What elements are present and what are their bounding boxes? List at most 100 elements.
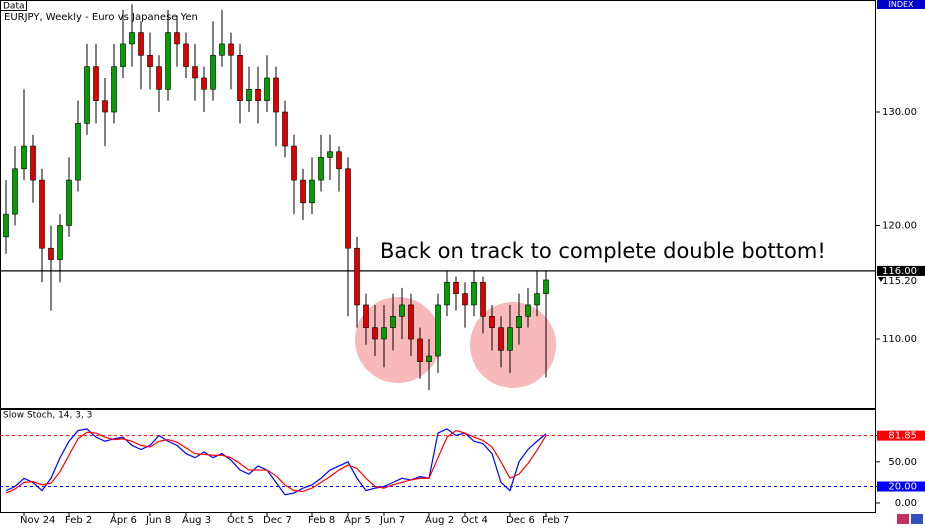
hline-label: 116.00 [882,266,917,277]
x-tick-label: Dec 6 [506,515,535,525]
candle-body [174,32,180,45]
candle-body [417,338,423,362]
x-tick-label: Feb 2 [65,515,92,525]
candle-body [318,157,324,181]
x-tick-label: Oct 4 [461,515,488,525]
y-tick-box [877,430,925,441]
stoch-line [5,429,547,494]
candle-body [165,32,171,90]
candle-body [48,247,54,260]
candle-body [345,168,351,249]
candle-body [525,304,531,317]
chart-title: EURJPY, Weekly - Euro vs Japanese Yen [4,12,198,23]
candle-body [219,43,225,56]
candle-body [363,304,369,328]
candle-body [444,281,450,306]
candle-body [273,77,279,113]
candle-body [399,304,405,317]
candle-body [156,66,162,90]
index-box [877,0,925,9]
candle-body [3,213,9,238]
candle-body [66,179,72,226]
icon[interactable] [911,514,923,524]
candle-body [192,66,198,79]
candle-body [354,247,360,306]
price-frame [0,0,876,409]
y-tick-label: 50.00 [888,457,917,468]
candle-body [372,327,378,340]
stoch-line [5,428,547,496]
candle-body [129,32,135,45]
candle-body [426,355,432,362]
hline-label-box [877,265,925,276]
price-marker [878,276,884,282]
x-tick-label: Feb 7 [542,515,569,525]
x-tick-label: Jun 7 [379,515,405,525]
candle-body [120,43,126,67]
stoch-title: Slow Stoch, 14, 3, 3 [3,411,92,421]
x-tick-label: Dec 7 [263,515,292,525]
data-tag: Data [3,2,25,12]
x-tick-label: Aug 2 [425,515,454,525]
candle-body [237,54,243,101]
y-tick-label: 81.85 [888,431,917,442]
y-tick-label: 0.00 [895,498,917,509]
candle-body [21,145,27,170]
candle-body [489,315,495,328]
candle-body [255,89,261,101]
candle-body [111,66,117,113]
candle-body [462,293,468,306]
candle-body [282,111,288,147]
candle-body [408,304,414,340]
x-tick-label: Apr 6 [110,515,137,525]
data-tag-box [0,0,27,11]
candle-body [246,89,252,101]
icon[interactable] [897,514,909,524]
candle-body [210,54,216,90]
candle-body [93,66,99,101]
candle-body [327,151,333,158]
candle-body [543,279,549,294]
x-tick-label: Apr 5 [344,515,371,525]
candle-body [264,77,270,101]
candle-body [201,77,207,90]
candle-body [453,281,459,294]
y-tick-box [877,481,925,492]
x-tick-label: Aug 3 [182,515,211,525]
annotation: Back on track to complete double bottom! [380,239,826,263]
x-tick-label: Jun 8 [145,515,171,525]
candle-body [102,100,108,113]
candle-body [12,168,18,215]
candle-body [291,145,297,181]
candle-body [75,123,81,181]
candle-body [381,327,387,340]
y-tick-label: 130.00 [882,107,917,118]
candle-body [39,179,45,249]
index-tag: INDEX [888,0,914,9]
x-tick-label: Feb 8 [308,515,335,525]
candle-body [309,179,315,204]
x-tick-label: Oct 5 [227,515,254,525]
candle-body [300,179,306,204]
candle-body [138,32,144,56]
x-tick-label: Nov 24 [20,515,55,525]
y-tick-label: 20.00 [888,482,917,493]
candle-body [57,225,63,260]
stoch-frame [0,409,876,513]
candle-body [534,293,540,306]
candle-body [480,281,486,317]
candle-body [390,315,396,328]
candle-body [516,315,522,328]
candle-body [228,43,234,56]
candle-body [435,304,441,357]
price-marker-label: 115.20 [882,276,917,287]
candle-body [84,66,90,124]
y-tick-label: 110.00 [882,334,917,345]
candle-body [471,281,477,306]
y-tick-label: 120.00 [882,221,917,232]
candle-body [30,145,36,181]
candle-body [183,43,189,67]
candle-body [498,327,504,351]
candle-body [147,54,153,67]
